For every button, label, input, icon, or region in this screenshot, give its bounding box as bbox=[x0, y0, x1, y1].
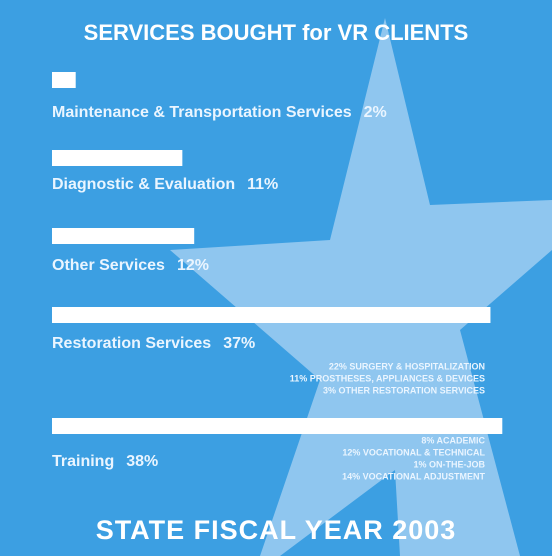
value-label: 2% bbox=[364, 104, 387, 121]
value-label: 12% bbox=[177, 257, 209, 274]
value-label: 37% bbox=[223, 335, 255, 352]
bar-label: Diagnostic & Evaluation 11% bbox=[52, 176, 278, 193]
annotation: 14% VOCATIONAL ADJUSTMENT bbox=[342, 471, 485, 481]
category-label: Maintenance & Transportation Services bbox=[52, 104, 352, 121]
annotation: 11% PROSTHESES, APPLIANCES & DEVICES bbox=[290, 373, 485, 383]
bar bbox=[52, 228, 195, 244]
annotation: 12% VOCATIONAL & TECHNICAL bbox=[342, 447, 485, 457]
bar-label: Training 38% bbox=[52, 453, 158, 470]
category-label: Diagnostic & Evaluation bbox=[52, 176, 235, 193]
value-label: 38% bbox=[126, 453, 158, 470]
bar-label: Maintenance & Transportation Services 2% bbox=[52, 104, 387, 121]
annotation: 1% ON-THE-JOB bbox=[413, 459, 485, 469]
category-label: Restoration Services bbox=[52, 335, 211, 352]
bar-label: Restoration Services 37% bbox=[52, 335, 255, 352]
footer: STATE FISCAL YEAR 2003 bbox=[96, 515, 457, 545]
bar bbox=[52, 307, 491, 323]
annotation: 8% ACADEMIC bbox=[421, 435, 485, 445]
bar bbox=[52, 418, 503, 434]
chart-title: SERVICES BOUGHT for VR CLIENTS bbox=[84, 20, 469, 45]
annotation: 22% SURGERY & HOSPITALIZATION bbox=[329, 361, 485, 371]
value-label: 11% bbox=[247, 176, 278, 193]
category-label: Training bbox=[52, 453, 114, 470]
bar bbox=[52, 72, 76, 88]
category-label: Other Services bbox=[52, 257, 165, 274]
annotation: 3% OTHER RESTORATION SERVICES bbox=[323, 385, 485, 395]
bar-label: Other Services 12% bbox=[52, 257, 209, 274]
bar bbox=[52, 150, 183, 166]
